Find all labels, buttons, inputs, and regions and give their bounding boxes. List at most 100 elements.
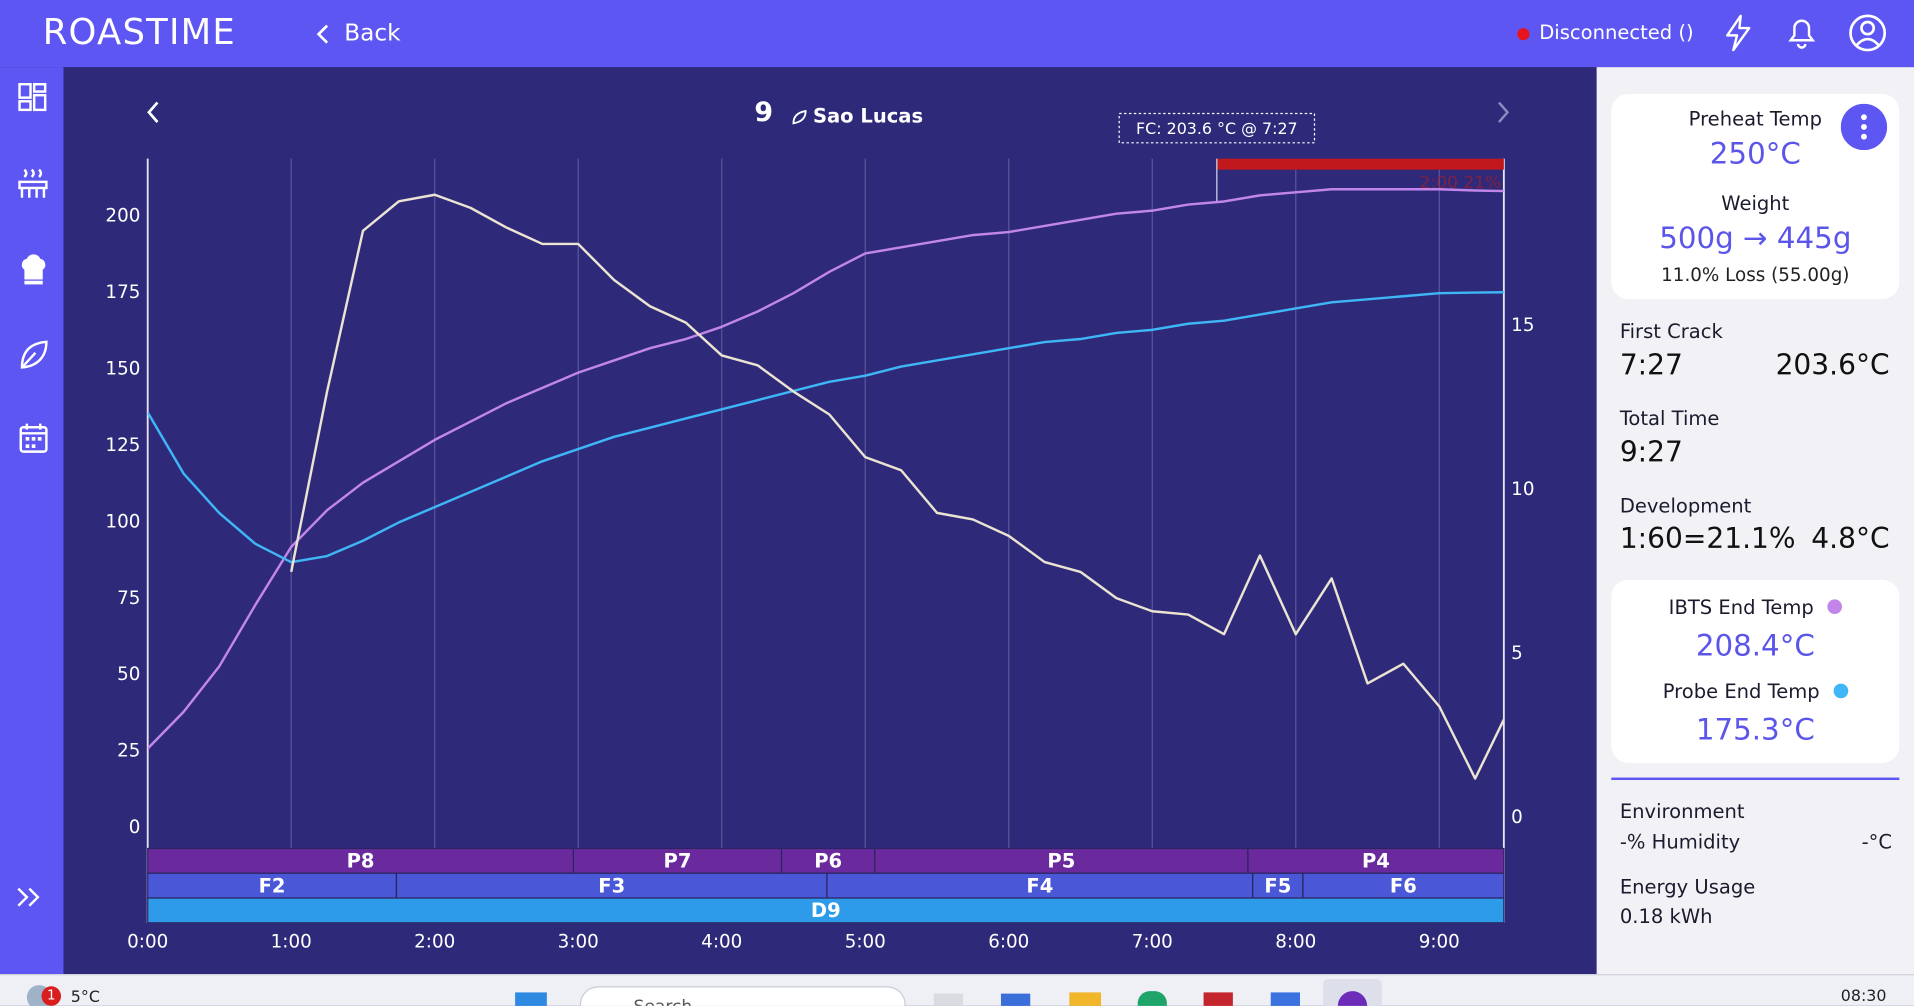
back-icon[interactable] [312, 22, 334, 46]
weight-value: 500g → 445g [1659, 220, 1852, 256]
calendar-icon[interactable] [17, 421, 51, 455]
bean-icon [792, 109, 807, 125]
y-tick-label: 0 [129, 817, 141, 838]
taskbar: 1 5°C Search 08:30 [0, 974, 1914, 1006]
next-button[interactable] [1498, 101, 1510, 123]
logo[interactable]: ROASTIME [42, 10, 236, 53]
fc-annotation: FC: 203.6 °C @ 7:27 [1136, 119, 1298, 138]
phase-segment [1252, 872, 1304, 899]
app-icon[interactable] [1000, 993, 1031, 1006]
roast-chart: 9 Sao Lucas 0:00 1:00 2:00 3:00 4:00 5:00 6:00… [63, 67, 1597, 975]
flash-icon[interactable] [1721, 13, 1755, 52]
preheat-label: Preheat Temp [1688, 107, 1822, 131]
app-icon-active[interactable] [1323, 978, 1382, 1006]
probe-label-text: Probe End Temp [1662, 679, 1820, 704]
first-crack-time: 7:27 [1619, 350, 1683, 383]
humidity: -% Humidity [1619, 830, 1741, 854]
environment-label: Environment [1619, 799, 1745, 823]
y-tick-label: 75 [117, 588, 140, 609]
chart-background [63, 67, 1597, 975]
chef-icon[interactable] [17, 253, 51, 287]
phase-segment [395, 872, 828, 899]
app-icon[interactable] [1203, 992, 1233, 1006]
app-icon[interactable] [933, 993, 964, 1006]
search-box[interactable]: Search [579, 986, 906, 1006]
phase-label: F2 [259, 874, 286, 897]
energy-value: 0.18 kWh [1619, 904, 1713, 928]
phase-label: D9 [811, 899, 841, 922]
y2-tick-label: 10 [1511, 479, 1534, 500]
phase-label: P5 [1047, 850, 1075, 873]
y-tick-label: 200 [105, 206, 140, 227]
roaster-icon[interactable] [17, 167, 51, 201]
development-delta: 4.8°C [1811, 523, 1890, 556]
phase-label: F4 [1026, 874, 1053, 897]
top-bar: ROASTIME Back Disconnected () [0, 0, 1914, 68]
weather-temp: 5°C [70, 988, 100, 1006]
previous-button[interactable] [147, 101, 159, 123]
divider [1611, 777, 1900, 781]
app-icon[interactable] [1069, 992, 1102, 1006]
phase-label: F6 [1390, 874, 1417, 897]
weather-badge: 1 [41, 986, 62, 1006]
energy-label: Energy Usage [1619, 875, 1756, 899]
app-icon[interactable] [1137, 991, 1167, 1006]
probe-label: Probe End Temp [1663, 680, 1848, 703]
ibts-label: IBTS End Temp [1669, 596, 1842, 619]
y2-tick-label: 0 [1511, 807, 1523, 828]
end-temp-card: IBTS End Temp 208.4°C Probe End Temp 175… [1611, 579, 1900, 763]
weight-loss: 11.0% Loss (55.00g) [1661, 263, 1850, 286]
dashboard-icon[interactable] [17, 82, 49, 114]
start-button[interactable] [515, 992, 547, 1006]
roastime-app-icon [1337, 991, 1368, 1006]
batch-number: 9 [754, 97, 773, 128]
phase-segment [1247, 847, 1505, 874]
y-tick-label: 175 [105, 282, 140, 303]
menu-button[interactable] [1840, 103, 1888, 151]
y-tick-label: 25 [117, 741, 140, 762]
bell-icon[interactable] [1785, 15, 1819, 52]
fc-annotation-box [1118, 112, 1316, 144]
search-placeholder: Search [634, 997, 693, 1006]
phase-label: F3 [598, 874, 625, 897]
series-line [147, 291, 1504, 564]
development-label: Development [1619, 494, 1752, 518]
connection-status[interactable]: Disconnected () [1539, 20, 1694, 44]
development-bar [1216, 158, 1504, 170]
preheat-card: Preheat Temp 250°C Weight 500g → 445g 11… [1611, 93, 1900, 300]
phase-label: P4 [1362, 850, 1390, 873]
profile-icon[interactable] [1848, 13, 1887, 52]
x-tick-label: 7:00 [1132, 931, 1173, 952]
phase-segment [147, 872, 398, 899]
x-tick-label: 5:00 [845, 931, 886, 952]
phase-label: P8 [347, 850, 375, 873]
app-icon[interactable] [1270, 992, 1301, 1006]
x-tick-label: 3:00 [558, 931, 599, 952]
bean-icon[interactable] [17, 338, 51, 372]
x-tick-label: 4:00 [701, 931, 742, 952]
phase-label: F5 [1264, 874, 1291, 897]
probe-value: 175.3°C [1695, 712, 1815, 748]
probe-dot [1833, 683, 1848, 699]
chart-title: Sao Lucas [813, 105, 923, 128]
x-tick-label: 1:00 [271, 931, 312, 952]
development-ratio: 1:60=21.1% [1619, 523, 1796, 556]
x-tick-label: 0:00 [127, 931, 168, 952]
series-line [290, 193, 1504, 780]
phase-segment [1302, 872, 1505, 899]
expand-icon[interactable] [15, 885, 44, 909]
y-tick-label: 125 [105, 435, 140, 456]
x-tick-label: 6:00 [988, 931, 1029, 952]
phase-label: P6 [814, 850, 842, 873]
total-time: 9:27 [1619, 436, 1683, 469]
y-tick-label: 100 [105, 511, 140, 532]
sidebar [0, 67, 64, 975]
ibts-dot [1827, 599, 1842, 614]
back-button[interactable]: Back [344, 19, 401, 47]
weight-label: Weight [1721, 191, 1790, 215]
x-tick-label: 9:00 [1419, 931, 1460, 952]
x-tick-label: 2:00 [414, 931, 455, 952]
